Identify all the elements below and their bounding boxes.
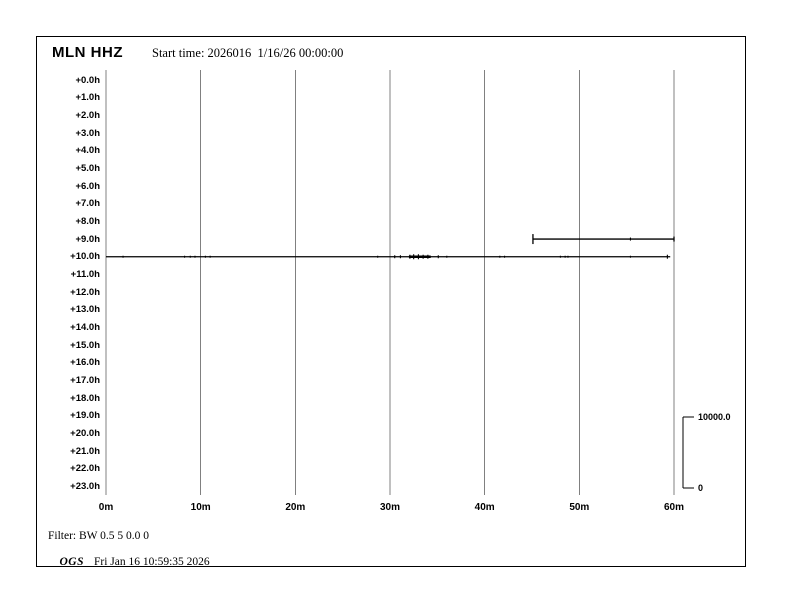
hour-row-label: +5.0h [75, 162, 100, 174]
plot-frame [36, 36, 746, 567]
timestamp-label: Fri Jan 16 10:59:35 2026 [94, 556, 210, 568]
hour-row-label: +0.0h [75, 74, 100, 86]
minute-tick-label: 20m [285, 502, 306, 513]
amplitude-scale-max-label: 10000.0 [698, 412, 731, 422]
hour-row-label: +17.0h [70, 374, 100, 386]
hour-row-label: +4.0h [75, 145, 100, 157]
hour-row-label: +2.0h [75, 109, 100, 121]
minute-tick-label: 30m [379, 502, 400, 513]
start-time-label: Start time: 2026016 1/16/26 00:00:00 [152, 46, 344, 60]
hour-row-label: +6.0h [75, 180, 100, 192]
minute-tick-label: 10m [190, 502, 211, 513]
minute-tick-label: 0m [98, 502, 114, 513]
hour-row-label: +8.0h [75, 215, 100, 227]
hour-row-label: +11.0h [70, 268, 100, 280]
hour-row-label: +23.0h [70, 481, 100, 492]
hour-row-label: +18.0h [70, 392, 100, 404]
amplitude-scale-min-label: 0 [698, 483, 704, 493]
station-title: MLN HHZ [52, 44, 123, 61]
hour-row-label: +13.0h [70, 304, 100, 316]
filter-label: Filter: BW 0.5 5 0.0 0 [48, 530, 150, 542]
hour-row-label: +20.0h [70, 427, 100, 439]
hour-row-label: +12.0h [70, 286, 100, 298]
hour-row-label: +22.0h [70, 463, 100, 475]
hour-row-label: +14.0h [70, 321, 100, 333]
hour-row-label: +15.0h [70, 339, 100, 351]
hour-row-label: +21.0h [70, 445, 100, 457]
minute-tick-label: 40m [474, 502, 495, 513]
hour-row-label: +1.0h [75, 92, 100, 104]
hour-row-label: +16.0h [70, 357, 100, 369]
hour-row-label: +10.0h [70, 251, 100, 263]
hour-row-label: +7.0h [75, 198, 100, 210]
hour-row-label: +3.0h [75, 127, 100, 139]
agency-label: OGS [59, 556, 85, 568]
minute-tick-label: 60m [663, 502, 684, 513]
minute-tick-label: 50m [569, 502, 590, 513]
hour-row-label: +9.0h [75, 233, 100, 245]
footer-line: OGS Fri Jan 16 10:59:35 2026 [48, 544, 210, 580]
hour-row-label: +19.0h [70, 410, 100, 422]
